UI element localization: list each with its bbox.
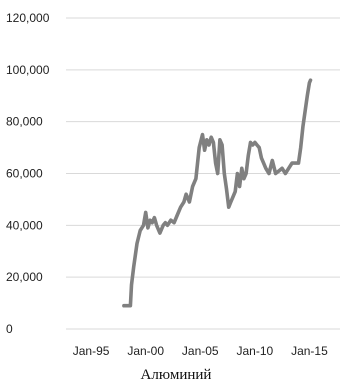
grid-lines [66, 17, 340, 330]
x-tick-label: Jan-10 [237, 344, 274, 358]
y-tick-label: 40,000 [6, 218, 43, 232]
x-tick-label: Jan-95 [73, 344, 110, 358]
series-line [122, 78, 313, 308]
x-axis-ticks: Jan-95 Jan-00 Jan-05 Jan-10 Jan-15 [73, 344, 328, 358]
y-tick-label: 60,000 [6, 167, 43, 181]
y-tick-label: 20,000 [6, 270, 43, 284]
chart-caption: Алюминий [141, 367, 212, 382]
x-tick-label: Jan-00 [127, 344, 164, 358]
y-tick-label: 100,000 [6, 63, 50, 77]
y-tick-label: 120,000 [6, 11, 50, 25]
y-tick-label: 80,000 [6, 115, 43, 129]
y-tick-label: 0 [6, 322, 13, 336]
y-axis-ticks: 0 20,000 40,000 60,000 80,000 100,000 120,000 [6, 11, 50, 336]
series-layer [122, 78, 313, 308]
x-tick-label: Jan-05 [182, 344, 219, 358]
x-tick-label: Jan-15 [291, 344, 328, 358]
